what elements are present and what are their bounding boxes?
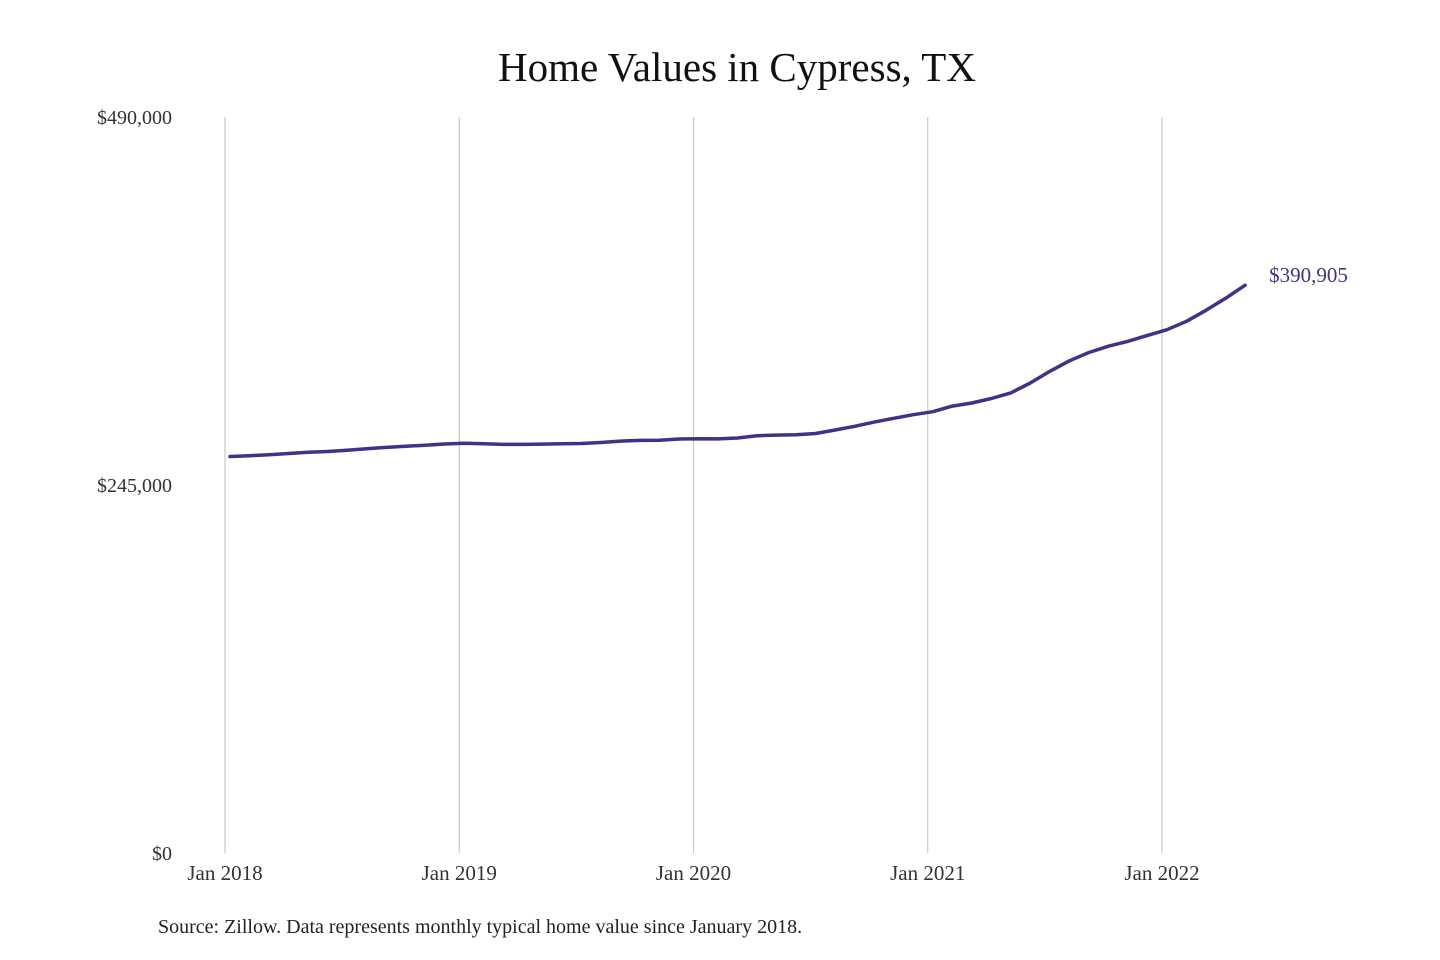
series-line-0 bbox=[228, 283, 1247, 459]
y-tick-label: $490,000 bbox=[97, 107, 172, 129]
x-tick-label: Jan 2019 bbox=[422, 861, 497, 885]
x-tick-label: Jan 2018 bbox=[187, 861, 262, 885]
x-tick-label: Jan 2022 bbox=[1124, 861, 1199, 885]
y-tick-label: $245,000 bbox=[97, 475, 172, 497]
y-axis-ticks: $0 $245,000 $490,000 bbox=[97, 107, 172, 865]
y-tick-label: $0 bbox=[152, 843, 172, 865]
chart-title: Home Values in Cypress, TX bbox=[498, 44, 976, 90]
x-axis-ticks: Jan 2018 Jan 2019 Jan 2020 Jan 2021 Jan 2022 bbox=[187, 861, 1199, 885]
end-value-label: $390,905 bbox=[1269, 263, 1348, 287]
x-tick-label: Jan 2020 bbox=[656, 861, 731, 885]
series-layer bbox=[228, 283, 1247, 459]
gridlines bbox=[224, 117, 1163, 853]
x-tick-label: Jan 2021 bbox=[890, 861, 965, 885]
source-note: Source: Zillow. Data represents monthly … bbox=[158, 916, 803, 938]
